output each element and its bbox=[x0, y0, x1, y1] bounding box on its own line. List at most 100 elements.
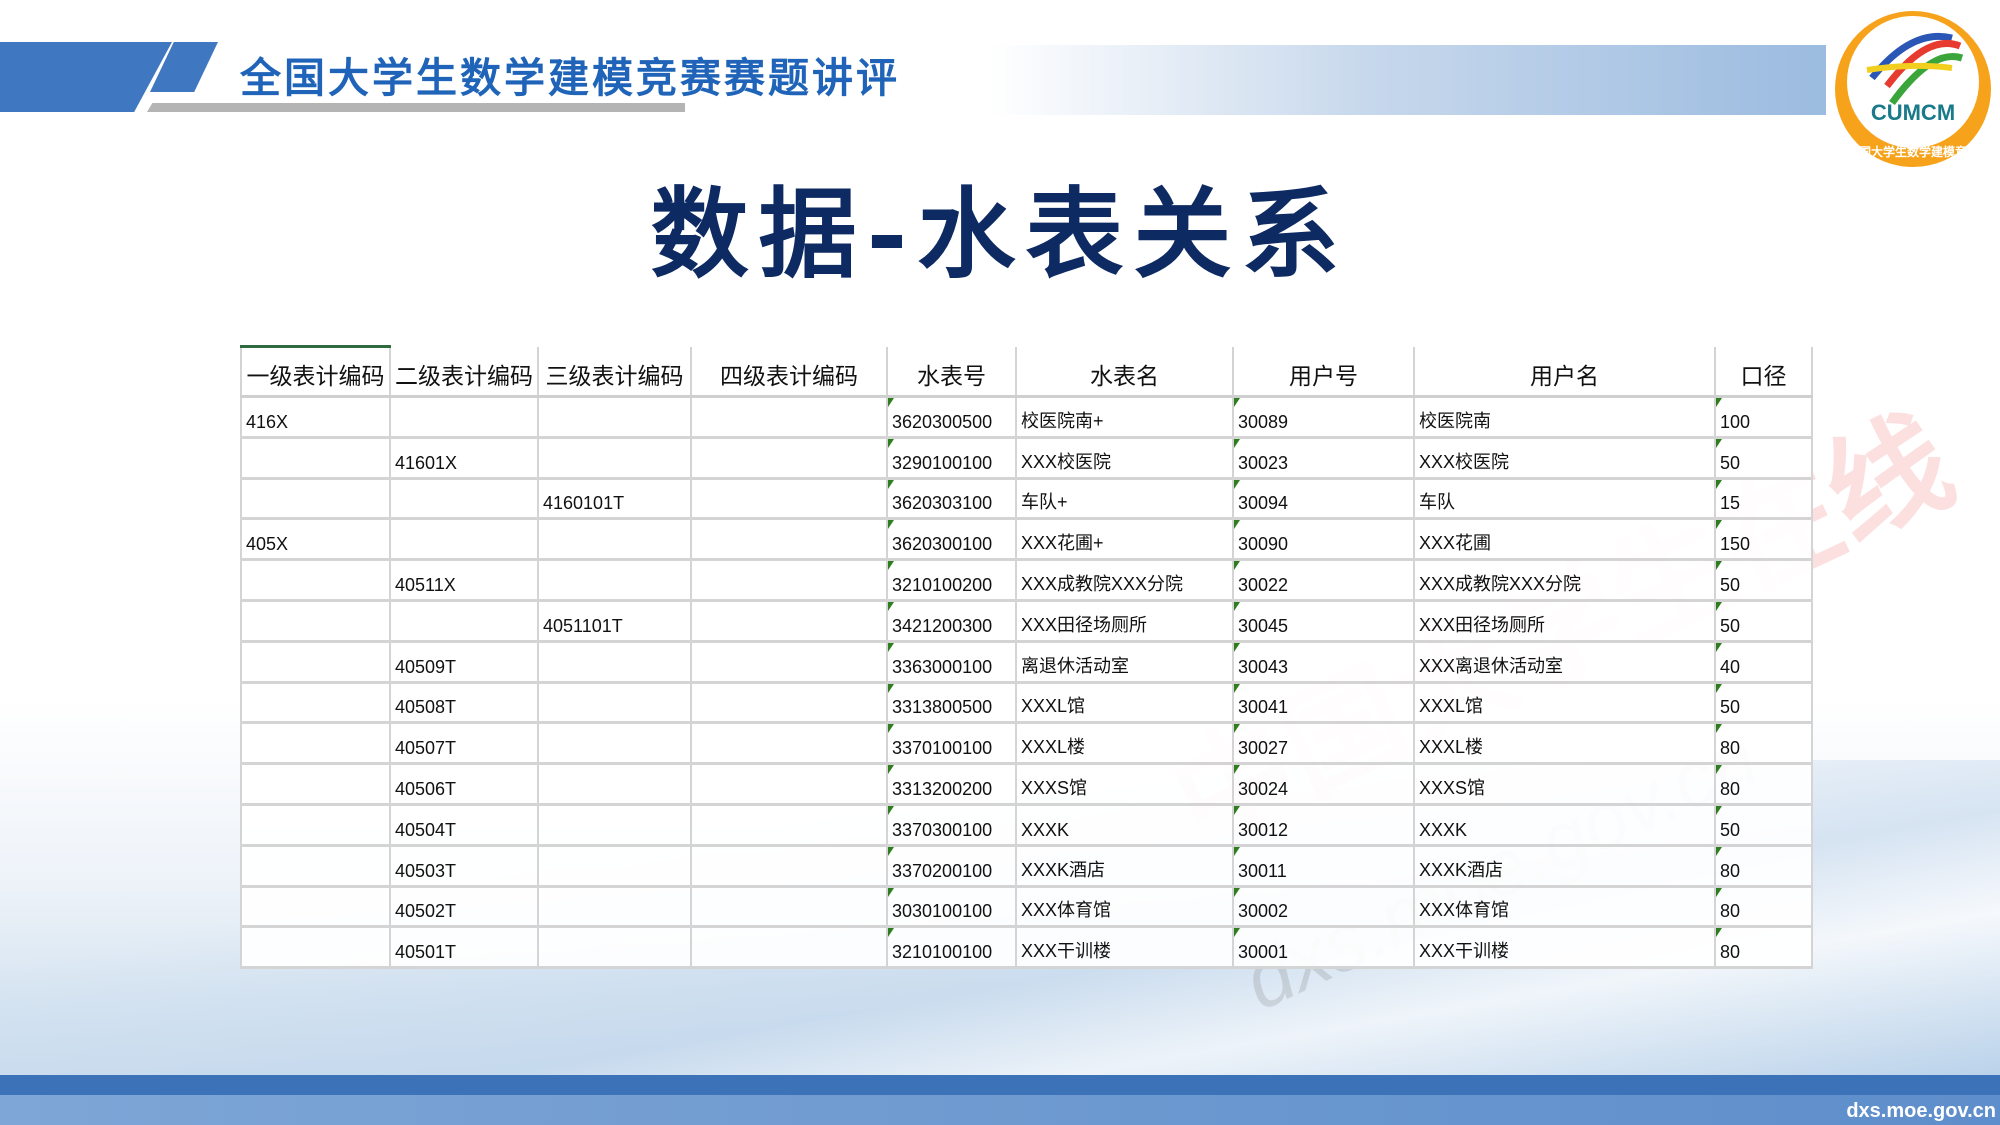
table-cell[interactable]: 30023 bbox=[1232, 437, 1414, 480]
table-cell[interactable]: 30045 bbox=[1232, 600, 1414, 643]
table-cell[interactable]: 150 bbox=[1714, 518, 1813, 562]
table-cell[interactable] bbox=[690, 396, 887, 439]
table-cell[interactable]: 车队+ bbox=[1015, 478, 1233, 521]
column-header[interactable]: 水表名 bbox=[1015, 346, 1233, 398]
table-cell[interactable] bbox=[537, 804, 691, 847]
table-cell[interactable]: XXXL馆 bbox=[1015, 682, 1233, 725]
table-cell[interactable]: 离退休活动室 bbox=[1015, 641, 1233, 684]
table-cell[interactable] bbox=[690, 641, 887, 684]
column-header[interactable]: 用户号 bbox=[1232, 346, 1414, 398]
table-cell[interactable]: XXXK bbox=[1015, 804, 1233, 847]
table-cell[interactable] bbox=[690, 682, 887, 725]
table-cell[interactable] bbox=[690, 763, 887, 806]
table-cell[interactable] bbox=[240, 722, 390, 766]
table-cell[interactable]: 50 bbox=[1714, 600, 1813, 643]
table-cell[interactable]: 30011 bbox=[1232, 845, 1414, 888]
table-cell[interactable]: 3421200300 bbox=[886, 600, 1016, 643]
table-cell[interactable] bbox=[537, 682, 691, 725]
table-cell[interactable]: 3290100100 bbox=[886, 437, 1016, 480]
table-cell[interactable]: 41601X bbox=[389, 437, 538, 480]
table-cell[interactable]: 40506T bbox=[389, 763, 538, 806]
table-cell[interactable]: 40507T bbox=[389, 722, 538, 766]
table-cell[interactable]: 3620300100 bbox=[886, 518, 1016, 562]
table-cell[interactable] bbox=[240, 763, 390, 806]
table-cell[interactable] bbox=[690, 886, 887, 929]
table-cell[interactable]: 416X bbox=[240, 396, 390, 439]
table-cell[interactable]: 4051101T bbox=[537, 600, 691, 643]
table-cell[interactable] bbox=[537, 559, 691, 602]
column-header[interactable]: 水表号 bbox=[886, 346, 1016, 398]
table-cell[interactable]: 100 bbox=[1714, 396, 1813, 439]
table-cell[interactable]: 3210100200 bbox=[886, 559, 1016, 602]
table-cell[interactable] bbox=[690, 804, 887, 847]
table-cell[interactable] bbox=[537, 845, 691, 888]
table-cell[interactable]: 80 bbox=[1714, 763, 1813, 806]
table-cell[interactable] bbox=[690, 437, 887, 480]
table-cell[interactable]: 40503T bbox=[389, 845, 538, 888]
table-cell[interactable] bbox=[690, 518, 887, 562]
table-cell[interactable]: 3370100100 bbox=[886, 722, 1016, 766]
table-cell[interactable]: 3030100100 bbox=[886, 886, 1016, 929]
table-cell[interactable]: XXXL楼 bbox=[1015, 722, 1233, 766]
table-cell[interactable]: XXXK酒店 bbox=[1413, 845, 1715, 888]
table-cell[interactable] bbox=[537, 763, 691, 806]
table-cell[interactable]: 3210100100 bbox=[886, 926, 1016, 970]
table-cell[interactable] bbox=[537, 926, 691, 970]
table-cell[interactable]: 30001 bbox=[1232, 926, 1414, 970]
table-cell[interactable] bbox=[537, 886, 691, 929]
table-cell[interactable] bbox=[240, 845, 390, 888]
table-cell[interactable]: 30090 bbox=[1232, 518, 1414, 562]
table-cell[interactable] bbox=[537, 396, 691, 439]
table-cell[interactable]: XXX离退休活动室 bbox=[1413, 641, 1715, 684]
table-cell[interactable]: XXX体育馆 bbox=[1015, 886, 1233, 929]
table-cell[interactable]: 30012 bbox=[1232, 804, 1414, 847]
table-cell[interactable]: 3363000100 bbox=[886, 641, 1016, 684]
table-cell[interactable] bbox=[389, 600, 538, 643]
table-cell[interactable]: 30089 bbox=[1232, 396, 1414, 439]
table-cell[interactable] bbox=[240, 926, 390, 970]
table-cell[interactable]: XXX干训楼 bbox=[1015, 926, 1233, 970]
column-header[interactable]: 二级表计编码 bbox=[389, 346, 538, 398]
table-cell[interactable]: 80 bbox=[1714, 926, 1813, 970]
table-cell[interactable] bbox=[690, 845, 887, 888]
table-cell[interactable]: XXX干训楼 bbox=[1413, 926, 1715, 970]
table-cell[interactable]: 车队 bbox=[1413, 478, 1715, 521]
table-cell[interactable]: XXX体育馆 bbox=[1413, 886, 1715, 929]
column-header[interactable]: 三级表计编码 bbox=[537, 346, 691, 398]
column-header[interactable]: 用户名 bbox=[1413, 346, 1715, 398]
table-cell[interactable]: 3313800500 bbox=[886, 682, 1016, 725]
table-cell[interactable]: 40511X bbox=[389, 559, 538, 602]
table-cell[interactable]: 3620300500 bbox=[886, 396, 1016, 439]
table-cell[interactable]: XXX田径场厕所 bbox=[1413, 600, 1715, 643]
table-cell[interactable]: 40502T bbox=[389, 886, 538, 929]
table-cell[interactable]: XXX花圃+ bbox=[1015, 518, 1233, 562]
table-cell[interactable]: 30041 bbox=[1232, 682, 1414, 725]
table-cell[interactable] bbox=[690, 559, 887, 602]
table-cell[interactable]: 30027 bbox=[1232, 722, 1414, 766]
table-cell[interactable]: 30094 bbox=[1232, 478, 1414, 521]
table-cell[interactable]: 40504T bbox=[389, 804, 538, 847]
table-cell[interactable]: XXX校医院 bbox=[1015, 437, 1233, 480]
table-cell[interactable]: 3370200100 bbox=[886, 845, 1016, 888]
table-cell[interactable] bbox=[240, 600, 390, 643]
table-cell[interactable]: XXXS馆 bbox=[1413, 763, 1715, 806]
table-cell[interactable] bbox=[389, 396, 538, 439]
column-header[interactable]: 四级表计编码 bbox=[690, 346, 887, 398]
table-cell[interactable]: 80 bbox=[1714, 722, 1813, 766]
table-cell[interactable] bbox=[240, 437, 390, 480]
table-cell[interactable]: XXX花圃 bbox=[1413, 518, 1715, 562]
table-cell[interactable] bbox=[389, 518, 538, 562]
table-cell[interactable] bbox=[690, 478, 887, 521]
table-cell[interactable]: 30043 bbox=[1232, 641, 1414, 684]
table-cell[interactable] bbox=[537, 518, 691, 562]
table-cell[interactable] bbox=[389, 478, 538, 521]
table-cell[interactable]: XXXL楼 bbox=[1413, 722, 1715, 766]
table-cell[interactable] bbox=[240, 886, 390, 929]
table-cell[interactable] bbox=[240, 478, 390, 521]
table-cell[interactable]: 15 bbox=[1714, 478, 1813, 521]
table-cell[interactable]: 30002 bbox=[1232, 886, 1414, 929]
table-cell[interactable]: XXX成教院XXX分院 bbox=[1413, 559, 1715, 602]
table-cell[interactable]: 50 bbox=[1714, 437, 1813, 480]
table-cell[interactable]: XXX田径场厕所 bbox=[1015, 600, 1233, 643]
table-cell[interactable] bbox=[240, 682, 390, 725]
